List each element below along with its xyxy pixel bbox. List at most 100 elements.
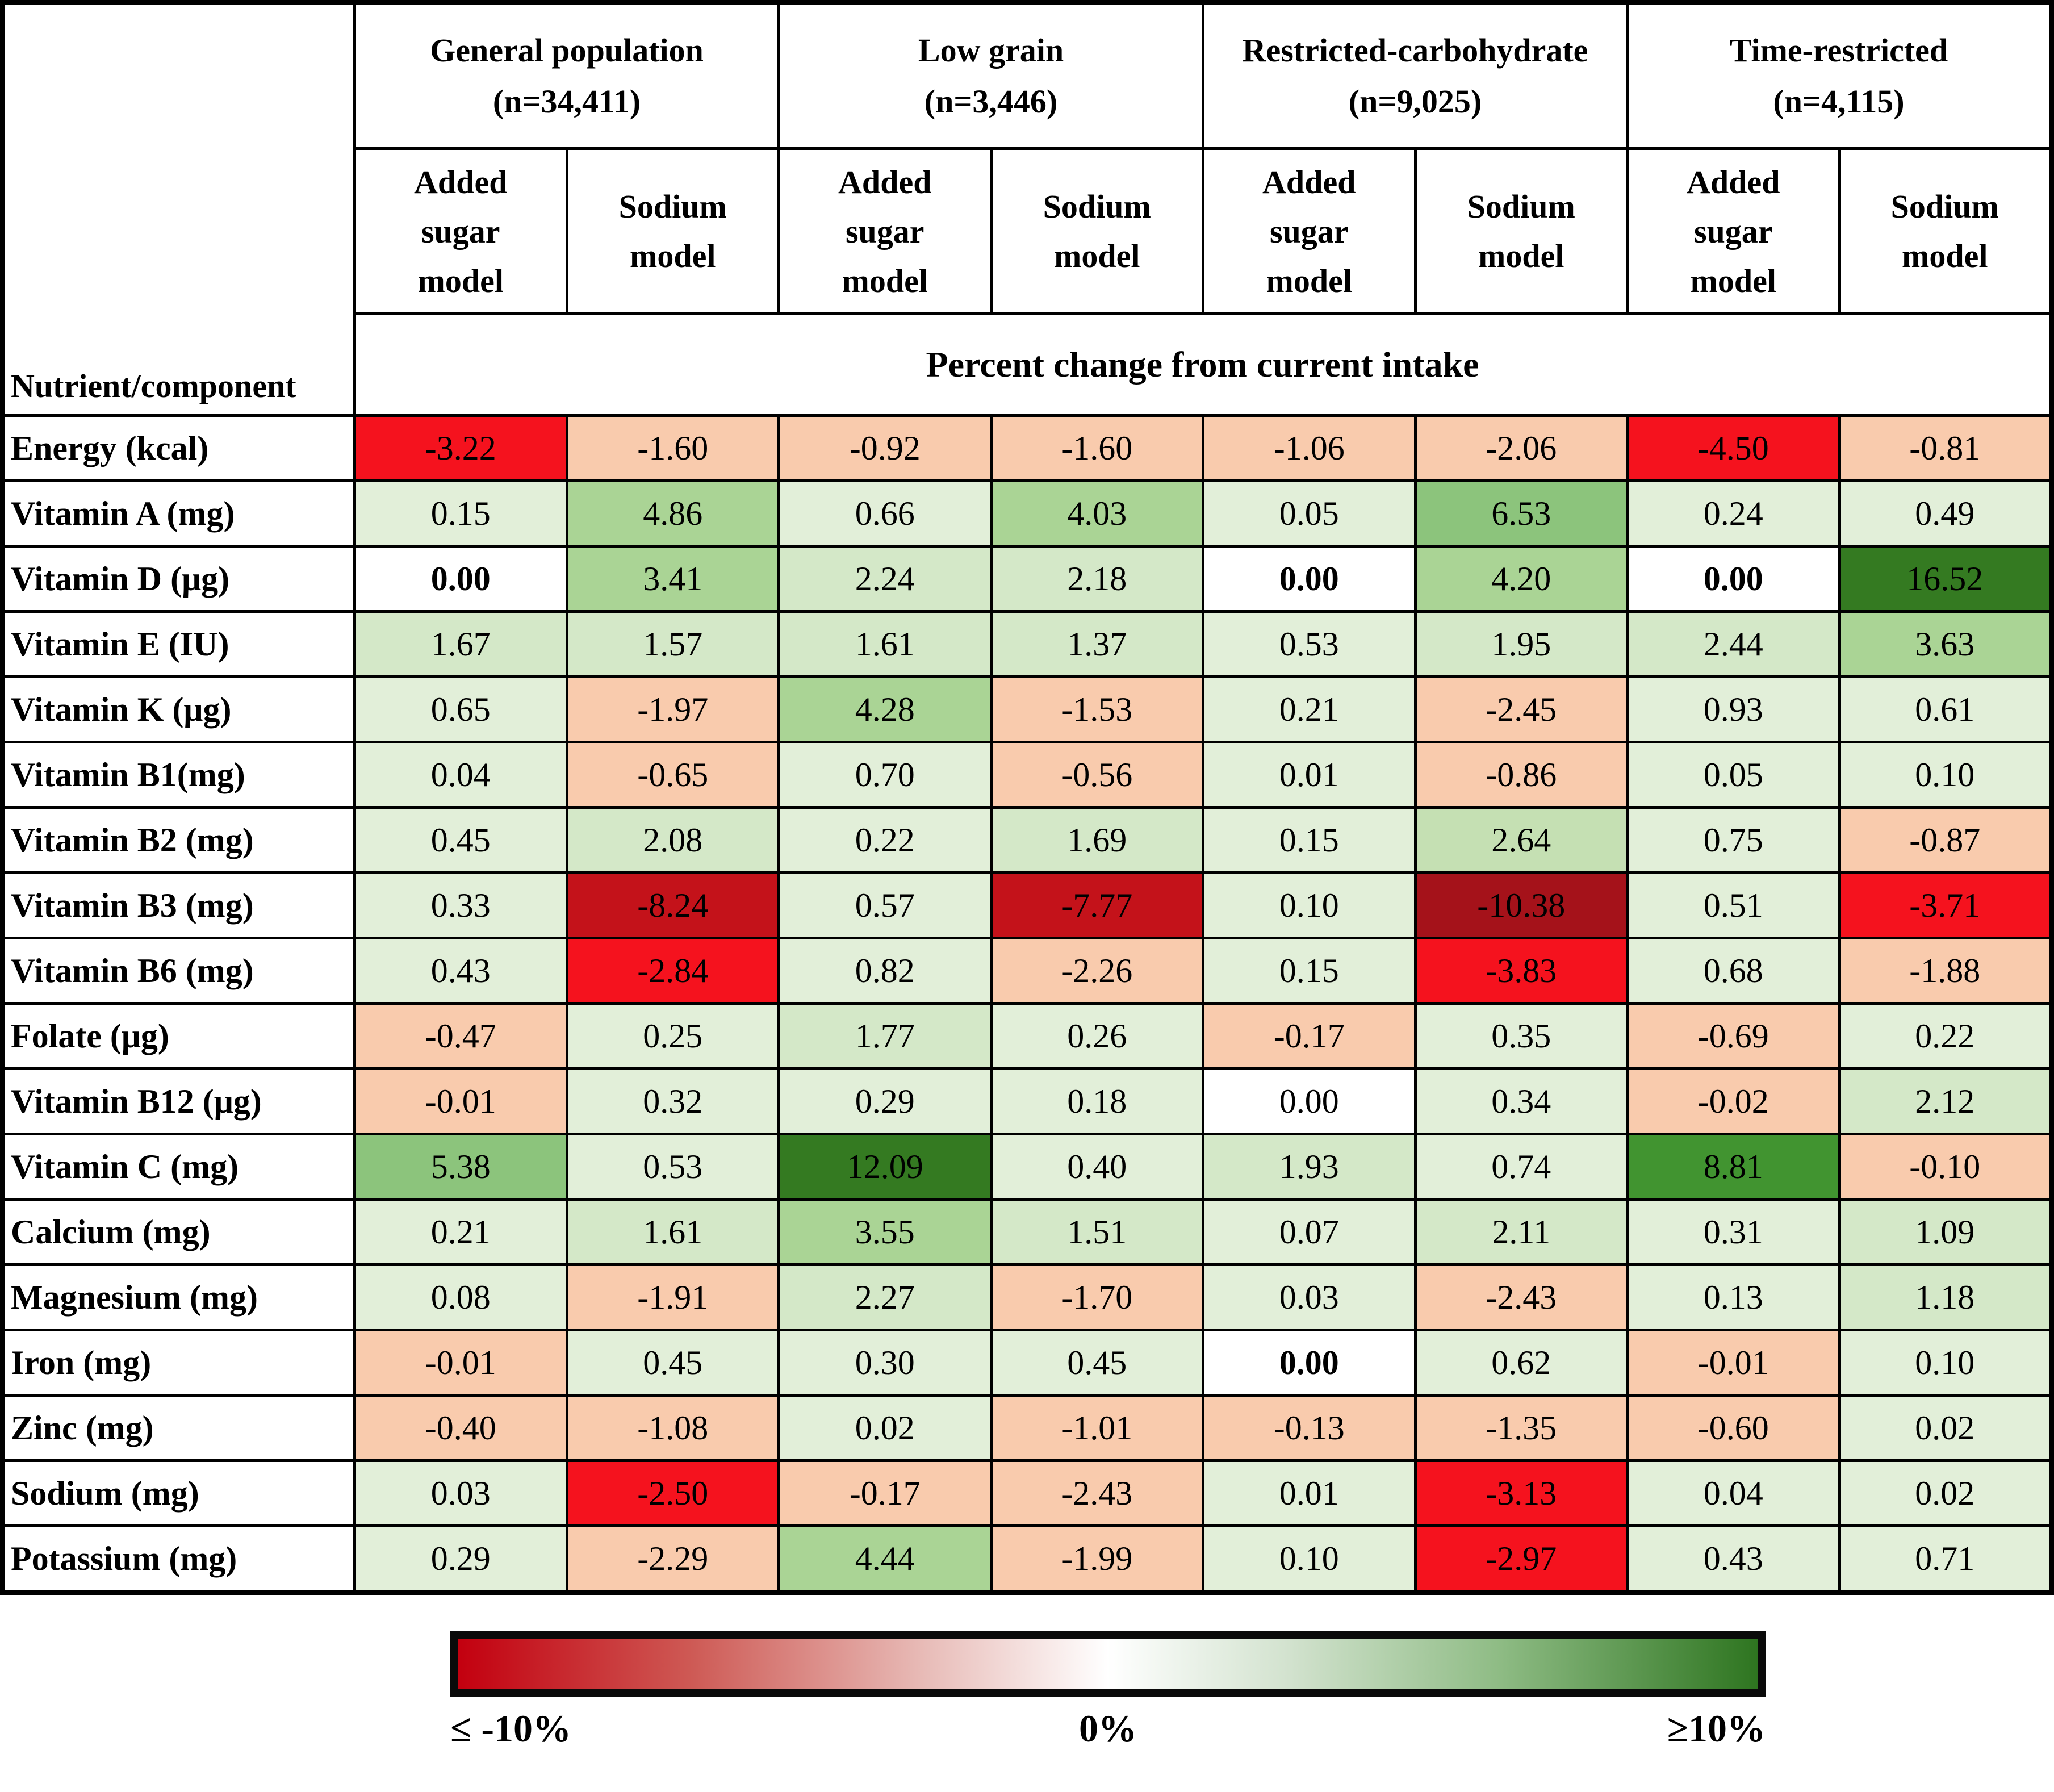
value-cell: 0.03 <box>353 1459 568 1527</box>
value-cell: -0.17 <box>1202 1002 1417 1070</box>
value-cell: -0.86 <box>1413 741 1629 809</box>
value-cell: 0.04 <box>353 741 568 809</box>
value-cell: -0.17 <box>777 1459 993 1527</box>
nutrient-label-cell: Vitamin D (μg) <box>1 545 356 613</box>
nutrient-label-cell: Vitamin B12 (μg) <box>1 1067 356 1135</box>
group-name: Restricted-carbohydrate <box>1242 32 1588 69</box>
value-cell: 3.41 <box>565 545 780 613</box>
value-cell: 0.82 <box>777 937 993 1005</box>
value-cell: -1.53 <box>989 675 1204 743</box>
value-cell: -0.40 <box>353 1394 568 1462</box>
value-cell: -0.13 <box>1202 1394 1417 1462</box>
value-cell: 0.15 <box>353 479 568 548</box>
nutrient-label-cell: Sodium (mg) <box>1 1459 356 1527</box>
group-n: (n=3,446) <box>924 83 1058 120</box>
value-cell: 0.53 <box>565 1133 780 1201</box>
value-cell: 0.75 <box>1626 806 1841 874</box>
value-cell: -1.91 <box>565 1263 780 1331</box>
value-cell: -1.70 <box>989 1263 1204 1331</box>
value-cell: -1.60 <box>989 414 1204 482</box>
table-row: Vitamin B12 (μg) -0.01 0.32 0.29 0.18 0.00 0.… <box>1 1067 2053 1135</box>
value-cell: 0.25 <box>565 1002 780 1070</box>
value-cell: 0.18 <box>989 1067 1204 1135</box>
value-cell: 4.28 <box>777 675 993 743</box>
value-cell: -3.83 <box>1413 937 1629 1005</box>
value-cell: 0.22 <box>777 806 993 874</box>
value-cell: 2.12 <box>1838 1067 2053 1135</box>
value-cell: 0.10 <box>1838 1329 2053 1397</box>
value-cell: 0.08 <box>353 1263 568 1331</box>
value-cell: 0.53 <box>1202 610 1417 678</box>
table-row: Calcium (mg) 0.21 1.61 3.55 1.51 0.07 2.11 0.3… <box>1 1198 2053 1266</box>
value-cell: -2.50 <box>565 1459 780 1527</box>
value-cell: 2.44 <box>1626 610 1841 678</box>
value-cell: -3.71 <box>1838 871 2053 939</box>
nutrient-label-cell: Vitamin B6 (mg) <box>1 937 356 1005</box>
value-cell: 0.68 <box>1626 937 1841 1005</box>
value-cell: 0.32 <box>565 1067 780 1135</box>
nutrient-label-cell: Iron (mg) <box>1 1329 356 1397</box>
nutrient-label-cell: Folate (μg) <box>1 1002 356 1070</box>
value-cell: 0.00 <box>353 545 568 613</box>
band-row: Percent change from current intake <box>3 312 2053 417</box>
value-cell: 0.43 <box>353 937 568 1005</box>
value-cell: 0.33 <box>353 871 568 939</box>
value-cell: -0.01 <box>353 1067 568 1135</box>
value-cell: 1.18 <box>1838 1263 2053 1331</box>
value-cell: 0.49 <box>1838 479 2053 548</box>
value-cell: 0.10 <box>1202 1524 1417 1594</box>
value-cell: 0.21 <box>353 1198 568 1266</box>
value-cell: -10.38 <box>1413 871 1629 939</box>
value-cell: 0.45 <box>989 1329 1204 1397</box>
value-cell: 2.24 <box>777 545 993 613</box>
table-row: Vitamin D (μg) 0.00 3.41 2.24 2.18 0.00 4.20 0… <box>1 545 2053 613</box>
value-cell: 6.53 <box>1413 479 1629 548</box>
value-cell: 0.66 <box>777 479 993 548</box>
value-cell: -2.26 <box>989 937 1204 1005</box>
value-cell: 0.04 <box>1626 1459 1841 1527</box>
nutrient-label-cell: Vitamin E (IU) <box>1 610 356 678</box>
group-name: Low grain <box>918 32 1064 69</box>
value-cell: -0.01 <box>353 1329 568 1397</box>
group-n: (n=34,411) <box>492 83 641 120</box>
value-cell: 4.86 <box>565 479 780 548</box>
legend-min-label: ≤ -10% <box>450 1707 571 1750</box>
table-row: Vitamin K (μg) 0.65 -1.97 4.28 -1.53 0.21 -2.… <box>1 675 2053 743</box>
value-cell: -2.43 <box>989 1459 1204 1527</box>
value-cell: -0.87 <box>1838 806 2053 874</box>
value-cell: 0.51 <box>1626 871 1841 939</box>
value-cell: 12.09 <box>777 1133 993 1201</box>
value-cell: 0.35 <box>1413 1002 1629 1070</box>
value-cell: -0.92 <box>777 414 993 482</box>
value-cell: 1.77 <box>777 1002 993 1070</box>
value-cell: -2.43 <box>1413 1263 1629 1331</box>
value-cell: 4.20 <box>1413 545 1629 613</box>
model-header-sodium: Sodium model <box>1838 147 2053 315</box>
value-cell: 2.27 <box>777 1263 993 1331</box>
value-cell: -3.13 <box>1413 1459 1629 1527</box>
value-cell: 0.45 <box>565 1329 780 1397</box>
table-row: Zinc (mg) -0.40 -1.08 0.02 -1.01 -0.13 -1.35-… <box>1 1394 2053 1462</box>
value-cell: 0.10 <box>1838 741 2053 809</box>
model-header-added-sugar: Added sugar model <box>1626 147 1841 315</box>
value-cell: -1.99 <box>989 1524 1204 1594</box>
value-cell: 0.10 <box>1202 871 1417 939</box>
value-cell: 0.00 <box>1202 1329 1417 1397</box>
value-cell: 0.74 <box>1413 1133 1629 1201</box>
table-row: Vitamin E (IU) 1.67 1.57 1.61 1.37 0.53 1.95 2… <box>1 610 2053 678</box>
value-cell: 2.08 <box>565 806 780 874</box>
value-cell: 0.05 <box>1202 479 1417 548</box>
group-n: (n=9,025) <box>1348 83 1482 120</box>
value-cell: 0.70 <box>777 741 993 809</box>
value-cell: -0.47 <box>353 1002 568 1070</box>
color-gradient-bar <box>450 1631 1766 1697</box>
nutrient-label-cell: Vitamin K (μg) <box>1 675 356 743</box>
value-cell: 0.93 <box>1626 675 1841 743</box>
value-cell: 2.18 <box>989 545 1204 613</box>
table-row: Vitamin B1(mg) 0.04 -0.65 0.70 -0.56 0.01 -0.… <box>1 741 2053 809</box>
model-header-sodium: Sodium model <box>565 147 780 315</box>
value-cell: 0.02 <box>1838 1394 2053 1462</box>
value-cell: 0.40 <box>989 1133 1204 1201</box>
value-cell: -0.56 <box>989 741 1204 809</box>
value-band-label: Percent change from current intake <box>353 312 2053 417</box>
